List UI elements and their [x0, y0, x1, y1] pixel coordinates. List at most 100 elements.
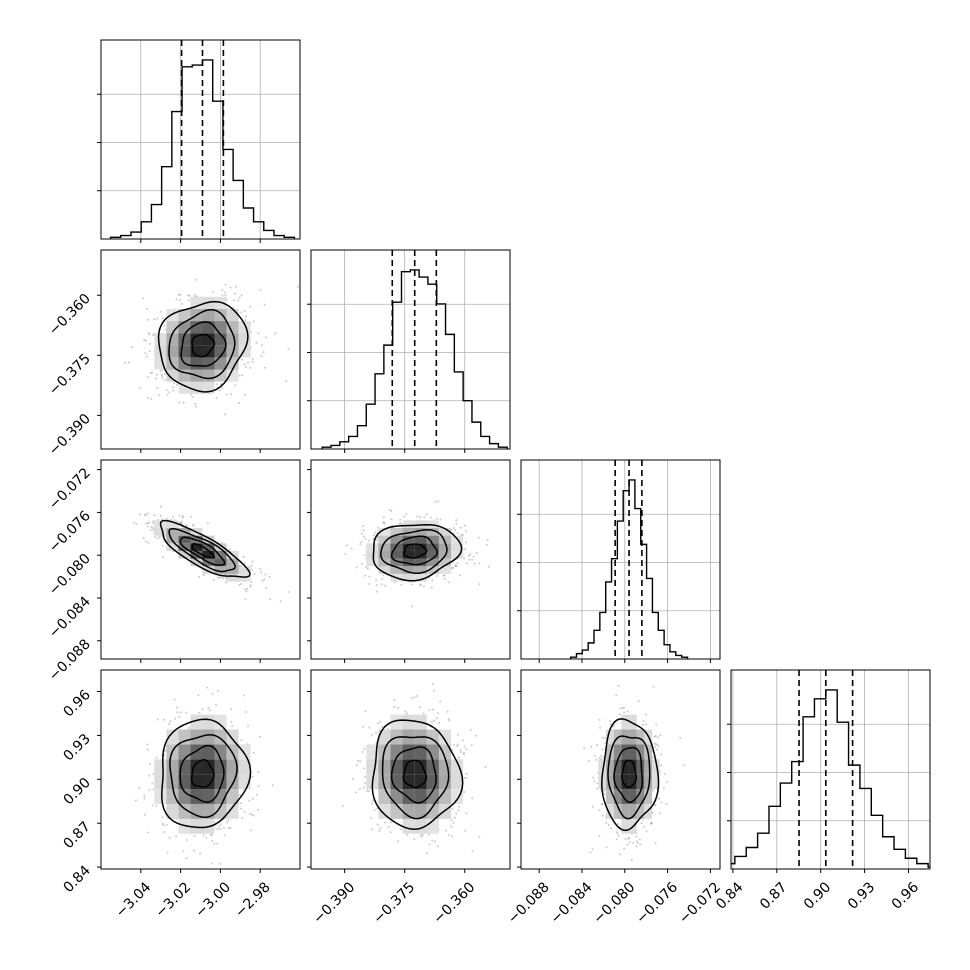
density-cell: [226, 789, 239, 804]
histogram-bar: [182, 67, 192, 239]
scatter-point: [188, 726, 191, 729]
scatter-point: [474, 734, 477, 737]
density-cell: [414, 818, 427, 834]
histogram-bar: [723, 864, 734, 869]
scatter-point: [172, 389, 175, 392]
scatter-point: [175, 298, 178, 301]
density-cell: [426, 729, 439, 745]
histogram-bar: [814, 699, 825, 869]
scatter-point: [653, 735, 656, 738]
scatter-point: [458, 805, 461, 808]
histogram-bar: [860, 788, 871, 869]
scatter-point: [244, 393, 247, 396]
scatter-point: [596, 744, 599, 747]
scatter-point: [384, 584, 387, 587]
scatter-point: [221, 294, 224, 297]
scatter-point: [386, 727, 389, 730]
scatter-point: [253, 572, 256, 575]
density-frame-2-1: [310, 459, 511, 660]
scatter-point: [443, 574, 446, 577]
scatter-point: [464, 829, 467, 832]
y-tick-label: −0.375: [46, 351, 94, 399]
scatter-point: [168, 723, 171, 726]
scatter-point: [628, 837, 631, 840]
density-cell: [402, 527, 415, 536]
scatter-point: [192, 849, 195, 852]
scatter-point: [215, 396, 218, 399]
scatter-point: [437, 722, 440, 725]
scatter-point: [437, 500, 440, 503]
scatter-point: [223, 413, 226, 416]
density-cell: [214, 543, 227, 551]
scatter-point: [157, 537, 160, 540]
scatter-point: [467, 554, 470, 557]
histogram-bar: [606, 582, 612, 659]
scatter-point: [241, 358, 244, 361]
scatter-point: [182, 515, 185, 518]
scatter-point: [598, 756, 601, 759]
scatter-point: [165, 389, 168, 392]
density-cell: [378, 543, 391, 551]
scatter-point: [146, 525, 149, 528]
scatter-point: [384, 821, 387, 824]
scatter-point: [161, 816, 164, 819]
histogram-bar: [780, 783, 791, 869]
scatter-point: [459, 748, 462, 751]
density-cell: [202, 729, 215, 745]
scatter-point: [221, 387, 224, 390]
scatter-point: [652, 685, 655, 688]
histogram-bar: [357, 426, 366, 449]
scatter-point: [435, 717, 438, 720]
scatter-point: [212, 578, 215, 581]
scatter-point: [435, 574, 438, 577]
scatter-point: [178, 299, 181, 302]
scatter-point: [147, 522, 150, 525]
density-cell: [190, 558, 203, 567]
scatter-point: [615, 694, 618, 697]
density-cell: [378, 535, 391, 544]
scatter-point: [152, 772, 155, 775]
scatter-point: [363, 781, 366, 784]
scatter-point: [431, 682, 434, 685]
scatter-point: [465, 541, 468, 544]
density-cell: [613, 744, 622, 760]
scatter-point: [442, 574, 445, 577]
scatter-point: [155, 377, 158, 380]
scatter-point: [447, 718, 450, 721]
scatter-point: [193, 293, 196, 296]
scatter-point: [435, 517, 438, 520]
scatter-point: [242, 555, 245, 558]
scatter-point: [603, 788, 606, 791]
density-cell: [621, 759, 630, 775]
scatter-point: [238, 793, 241, 796]
scatter-point: [368, 575, 371, 578]
scatter-point: [612, 725, 615, 728]
scatter-point: [161, 375, 164, 378]
scatter-point: [251, 813, 254, 816]
scatter-point: [168, 391, 171, 394]
density-cell: [414, 566, 427, 574]
scatter-point: [207, 706, 210, 709]
scatter-point: [593, 780, 596, 783]
x-tick-label: −0.390: [310, 879, 358, 927]
scatter-point: [367, 790, 370, 793]
scatter-point: [627, 837, 630, 840]
scatter-point: [149, 372, 152, 375]
density-cell: [226, 308, 239, 322]
scatter-point: [617, 684, 620, 687]
scatter-point: [148, 774, 151, 777]
scatter-point: [155, 373, 158, 376]
scatter-point: [365, 565, 368, 568]
scatter-point: [182, 850, 185, 853]
scatter-point: [147, 831, 150, 834]
x-tick-label: −0.360: [430, 879, 478, 927]
scatter-point: [421, 834, 424, 837]
scatter-point: [478, 835, 481, 838]
density-cell: [402, 558, 415, 567]
scatter-point: [396, 840, 399, 843]
scatter-point: [416, 515, 419, 518]
scatter-point: [471, 558, 474, 561]
y-tick-label: −0.076: [46, 508, 94, 556]
scatter-point: [626, 843, 629, 846]
scatter-point: [437, 712, 440, 715]
